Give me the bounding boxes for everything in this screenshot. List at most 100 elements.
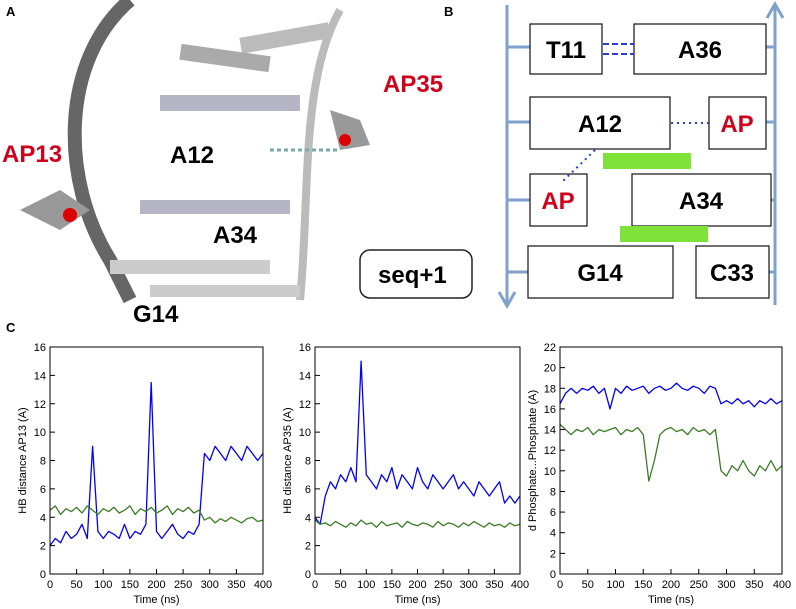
box-label: C33	[710, 260, 754, 287]
y-axis-label: HB distance AP13 (A)	[17, 407, 29, 513]
base	[110, 260, 270, 274]
y-tick-label: 0	[550, 569, 556, 581]
y-tick-label: 6	[305, 484, 311, 496]
x-axis-label: Time (ns)	[648, 594, 694, 606]
x-tick-label: 200	[662, 579, 680, 591]
residue-label: AP35	[383, 71, 443, 98]
x-tick-label: 300	[717, 579, 735, 591]
h-bond	[561, 149, 596, 183]
box	[631, 173, 772, 227]
y-tick-label: 2	[40, 541, 46, 553]
x-tick-label: 400	[511, 579, 529, 591]
panel-a-render	[20, 0, 473, 304]
residue-label: G14	[133, 301, 179, 328]
box-label: AP	[541, 188, 574, 215]
y-tick-label: 14	[544, 425, 556, 437]
series-line	[314, 360, 521, 525]
y-tick-label: 2	[550, 548, 556, 560]
y-tick-label: 16	[34, 342, 46, 354]
box-label: A34	[679, 188, 724, 215]
y-tick-label: 16	[299, 342, 311, 354]
y-axis-label: d Phosphate...Phosphate (A)	[527, 390, 539, 531]
x-tick-label: 300	[201, 579, 219, 591]
y-tick-label: 8	[550, 486, 556, 498]
x-tick-label: 50	[582, 579, 594, 591]
oxygen	[63, 208, 77, 222]
x-tick-label: 150	[634, 579, 652, 591]
x-tick-label: 250	[174, 579, 192, 591]
plot-frame	[49, 346, 264, 575]
x-tick-label: 350	[745, 579, 763, 591]
x-tick-label: 0	[557, 579, 563, 591]
y-tick-label: 2	[305, 541, 311, 553]
y-tick-label: 12	[544, 445, 556, 457]
box	[708, 96, 767, 150]
y-tick-label: 12	[299, 399, 311, 411]
note: seq+1	[378, 262, 447, 289]
box-label: A12	[578, 111, 622, 138]
box-label: T11	[546, 37, 586, 64]
x-tick-label: 200	[147, 579, 165, 591]
box	[529, 23, 603, 75]
x-tick-label: 400	[254, 579, 272, 591]
y-tick-label: 8	[40, 456, 46, 468]
oxygen	[339, 134, 351, 146]
box	[695, 245, 770, 299]
y-tick-label: 10	[34, 427, 46, 439]
y-tick-label: 16	[544, 404, 556, 416]
plot-frame	[314, 346, 521, 575]
x-tick-label: 150	[121, 579, 139, 591]
x-tick-label: 250	[434, 579, 452, 591]
x-tick-label: 350	[485, 579, 503, 591]
y-tick-label: 6	[40, 484, 46, 496]
x-tick-label: 350	[227, 579, 245, 591]
x-tick-label: 250	[690, 579, 708, 591]
panel-b-diagram	[497, 0, 785, 310]
note-box	[359, 249, 473, 299]
x-tick-label: 50	[71, 579, 83, 591]
stack-bar	[620, 226, 708, 242]
series-line	[314, 519, 521, 528]
box	[529, 173, 588, 227]
x-tick-label: 100	[94, 579, 112, 591]
base	[140, 200, 290, 214]
panel-label: C	[6, 320, 16, 335]
y-tick-label: 20	[544, 363, 556, 375]
y-tick-label: 0	[305, 569, 311, 581]
base	[160, 95, 300, 111]
x-tick-label: 200	[408, 579, 426, 591]
box	[529, 96, 671, 150]
series-line	[559, 382, 783, 410]
x-tick-label: 100	[357, 579, 375, 591]
y-tick-label: 8	[305, 456, 311, 468]
y-tick-label: 10	[299, 427, 311, 439]
base	[179, 43, 271, 73]
arrow-head	[765, 0, 785, 19]
x-tick-label: 300	[460, 579, 478, 591]
box-label: G14	[577, 260, 623, 287]
x-tick-label: 0	[312, 579, 318, 591]
y-tick-label: 14	[299, 370, 311, 382]
x-tick-label: 50	[335, 579, 347, 591]
series-line	[49, 381, 264, 546]
box-label: A36	[678, 37, 722, 64]
box	[633, 23, 767, 75]
x-tick-label: 100	[606, 579, 624, 591]
stack-bar	[603, 153, 691, 169]
y-tick-label: 0	[40, 569, 46, 581]
series-line	[559, 423, 783, 482]
backbone-ribbon	[296, 8, 344, 301]
y-tick-label: 12	[34, 399, 46, 411]
y-tick-label: 6	[550, 507, 556, 519]
x-tick-label: 400	[773, 579, 791, 591]
base	[239, 22, 331, 54]
panel-label: A	[6, 4, 16, 19]
x-axis-label: Time (ns)	[394, 594, 440, 606]
residue-label: A34	[213, 222, 258, 249]
sugar	[330, 110, 370, 150]
plot-frame	[559, 346, 783, 575]
residue-label: AP13	[2, 141, 62, 168]
series-line	[49, 505, 264, 524]
y-tick-label: 18	[544, 383, 556, 395]
